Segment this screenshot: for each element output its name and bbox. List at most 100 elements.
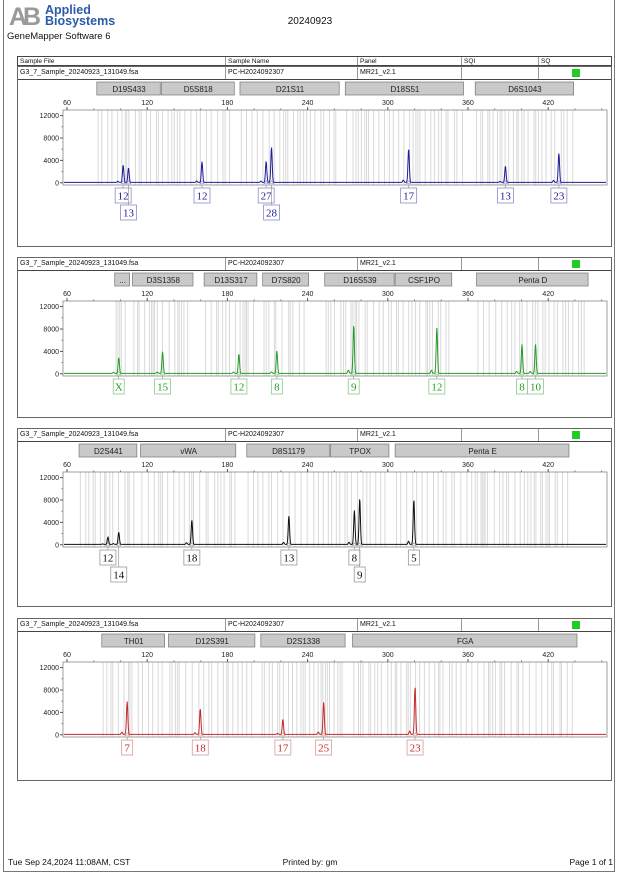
- allele-label: 12: [431, 382, 442, 394]
- allele-call[interactable]: 15: [154, 371, 171, 395]
- col-sample-name: Sample Name: [225, 57, 269, 65]
- allele-label-box: [154, 378, 171, 395]
- locus-name: TPOX: [349, 447, 371, 456]
- sample-row[interactable]: G3_7_Sample_20240923_131049.fsa PC-H20240…: [18, 258, 611, 271]
- allele-call[interactable]: 13: [280, 542, 298, 566]
- peak-marker: [532, 371, 539, 376]
- locus-marker[interactable]: ...: [114, 272, 130, 287]
- locus-bar: [394, 272, 453, 287]
- page-number: Page 1 of 1: [569, 857, 613, 867]
- locus-marker[interactable]: Penta D: [476, 272, 589, 287]
- locus-marker[interactable]: D2S1338: [260, 633, 346, 648]
- allele-call[interactable]: 8: [348, 542, 361, 566]
- sample-file: G3_7_Sample_20240923_131049.fsa: [20, 431, 139, 438]
- locus-marker[interactable]: Penta E: [394, 443, 570, 458]
- x-tick-label: 180: [222, 291, 234, 298]
- allele-call[interactable]: 27: [257, 180, 275, 204]
- locus-bar: [476, 272, 589, 287]
- locus-marker[interactable]: D12S391: [168, 633, 256, 648]
- locus-marker[interactable]: D16S539: [324, 272, 395, 287]
- locus-marker[interactable]: vWA: [140, 443, 237, 458]
- allele-call[interactable]: 18: [183, 542, 201, 566]
- report-title: 20240923: [287, 16, 333, 27]
- allele-call[interactable]: 5: [407, 542, 420, 566]
- locus-marker[interactable]: D3S1358: [132, 272, 194, 287]
- locus-name: D12S391: [195, 637, 229, 646]
- allele-call[interactable]: 12: [114, 180, 132, 204]
- allele-call[interactable]: 17: [274, 732, 292, 756]
- peak-marker: [120, 180, 126, 185]
- allele-call[interactable]: 9: [353, 542, 366, 583]
- locus-marker[interactable]: CSF1PO: [394, 272, 453, 287]
- locus-bar: [114, 272, 130, 287]
- sample-row[interactable]: G3_7_Sample_20240923_131049.fsa PC-H20240…: [18, 619, 611, 632]
- allele-call[interactable]: 12: [99, 542, 117, 566]
- locus-marker[interactable]: D8S1179: [246, 443, 330, 458]
- sample-row[interactable]: G3_7_Sample_20240923_131049.fsa PC-H20240…: [18, 429, 611, 442]
- peak-marker: [519, 371, 525, 376]
- allele-call[interactable]: 12: [230, 371, 248, 395]
- x-tick-label: 300: [382, 100, 394, 107]
- locus-name: D13S317: [214, 276, 248, 285]
- allele-label-box: [274, 739, 292, 756]
- locus-marker[interactable]: D5S818: [160, 81, 235, 96]
- allele-label: 27: [261, 191, 273, 203]
- allele-call[interactable]: 18: [191, 732, 209, 756]
- locus-bar: [246, 443, 330, 458]
- x-tick-label: 240: [302, 291, 314, 298]
- locus-marker[interactable]: FGA: [352, 633, 578, 648]
- allele-call[interactable]: 23: [550, 180, 568, 204]
- allele-call[interactable]: 7: [121, 732, 134, 756]
- locus-marker[interactable]: D18S51: [344, 81, 464, 96]
- peak-marker: [189, 542, 195, 547]
- y-tick-label: 8000: [43, 687, 59, 694]
- locus-marker[interactable]: D13S317: [203, 272, 258, 287]
- locus-name: D8S1179: [272, 447, 305, 456]
- allele-call[interactable]: 12: [428, 371, 446, 395]
- allele-call[interactable]: 12: [193, 180, 211, 204]
- locus-marker[interactable]: D6S1043: [474, 81, 575, 96]
- allele-label-box: [99, 549, 117, 566]
- y-tick-label: 4000: [43, 710, 59, 717]
- allele-call[interactable]: 13: [497, 180, 514, 204]
- locus-name: D18S51: [390, 85, 419, 94]
- locus-name: D2S441: [94, 447, 123, 456]
- locus-marker[interactable]: D7S820: [262, 272, 309, 287]
- logo-mark: AB: [9, 3, 41, 31]
- electropherogram-plot: D2S441 vWA D8S1179 TPOX Penta E60 120 180 240 30…: [40, 443, 608, 583]
- locus-marker[interactable]: TPOX: [329, 443, 390, 458]
- locus-name: D21S11: [276, 85, 305, 94]
- allele-label: 9: [351, 382, 357, 394]
- allele-call[interactable]: 17: [400, 180, 418, 204]
- locus-marker[interactable]: D19S433: [96, 81, 161, 96]
- locus-marker[interactable]: TH01: [101, 633, 166, 648]
- allele-call[interactable]: 28: [263, 180, 280, 221]
- col-sample-file: Sample File: [20, 58, 55, 65]
- allele-call[interactable]: 13: [120, 180, 137, 221]
- peak-marker: [236, 371, 242, 376]
- sample-file: G3_7_Sample_20240923_131049.fsa: [20, 69, 139, 76]
- locus-name: FGA: [457, 637, 474, 646]
- peak-marker: [125, 180, 132, 185]
- allele-label-box: [263, 204, 280, 221]
- allele-call[interactable]: X: [112, 371, 125, 395]
- y-tick-label: 8000: [43, 326, 59, 333]
- allele-call[interactable]: 14: [110, 542, 128, 583]
- electropherogram-panel: G3_7_Sample_20240923_131049.fsa PC-H20240…: [17, 618, 612, 781]
- allele-call[interactable]: 23: [406, 732, 424, 756]
- sample-row[interactable]: G3_7_Sample_20240923_131049.fsa PC-H20240…: [18, 67, 611, 80]
- allele-call[interactable]: 25: [315, 732, 333, 756]
- allele-label: 17: [403, 191, 415, 203]
- panel-name: MR21_v2.1: [357, 67, 396, 79]
- allele-label-box: [120, 204, 137, 221]
- bin-lines: [115, 301, 585, 376]
- locus-marker[interactable]: D2S441: [78, 443, 138, 458]
- sqi-value: [461, 619, 464, 631]
- allele-call[interactable]: 8: [270, 371, 283, 395]
- peak-marker: [286, 542, 292, 547]
- locus-bar: [329, 443, 390, 458]
- allele-call[interactable]: 9: [347, 371, 360, 395]
- locus-bar: [324, 272, 395, 287]
- allele-call[interactable]: 10: [527, 371, 544, 395]
- locus-marker[interactable]: D21S11: [239, 81, 340, 96]
